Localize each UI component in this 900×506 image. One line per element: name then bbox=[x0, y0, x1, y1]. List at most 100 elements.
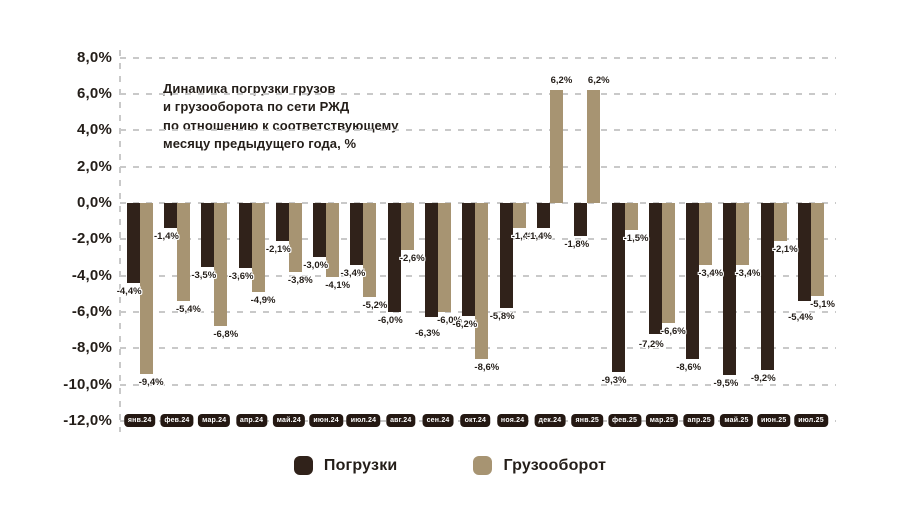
y-axis-label: -10,0% bbox=[63, 375, 112, 393]
bar-pogruzki bbox=[126, 203, 140, 283]
value-label: -2,1% bbox=[772, 244, 798, 256]
bar-pogruzki bbox=[760, 203, 774, 370]
x-axis-label: янв.24 bbox=[123, 414, 156, 427]
bar-pogruzki bbox=[499, 203, 513, 309]
value-label: -3,4% bbox=[735, 267, 761, 279]
gridline bbox=[120, 56, 836, 59]
value-label: -1,5% bbox=[623, 233, 649, 245]
y-axis-label: 2,0% bbox=[77, 157, 112, 175]
value-label: -1,4% bbox=[527, 231, 552, 243]
value-label: -2,1% bbox=[265, 244, 291, 256]
value-label: -9,5% bbox=[713, 378, 739, 390]
y-axis-label: -8,0% bbox=[71, 339, 112, 357]
x-axis-label: июл.25 bbox=[794, 414, 828, 427]
value-label: -7,2% bbox=[638, 338, 664, 350]
bar-pogruzki bbox=[723, 203, 737, 376]
bar-gruzooborot bbox=[773, 203, 787, 242]
x-axis-label: апр.24 bbox=[235, 414, 268, 427]
bar-gruzooborot bbox=[699, 203, 713, 265]
value-label: -5,1% bbox=[810, 298, 835, 310]
bar-pogruzki bbox=[275, 203, 289, 242]
value-label: 6,2% bbox=[587, 75, 610, 87]
bar-pogruzki bbox=[686, 203, 700, 360]
value-label: -6,8% bbox=[213, 329, 239, 341]
bar-gruzooborot bbox=[139, 203, 153, 374]
bar-pogruzki bbox=[611, 203, 625, 372]
value-label: -3,8% bbox=[287, 274, 313, 286]
bar-gruzooborot bbox=[438, 203, 452, 312]
bar-gruzooborot bbox=[288, 203, 302, 272]
value-label: -6,3% bbox=[415, 327, 440, 339]
value-label: -4,9% bbox=[250, 294, 276, 306]
value-label: -3,4% bbox=[698, 267, 724, 279]
value-label: -5,4% bbox=[176, 304, 201, 315]
x-axis-label: май.24 bbox=[272, 414, 305, 427]
bar-pogruzki bbox=[387, 203, 401, 312]
bar-gruzooborot bbox=[176, 203, 190, 301]
bar-pogruzki bbox=[238, 203, 252, 269]
x-axis-label: июн.24 bbox=[309, 414, 343, 427]
x-axis-label: апр.25 bbox=[683, 414, 715, 427]
value-label: -1,4% bbox=[154, 231, 179, 243]
bar-gruzooborot bbox=[661, 203, 675, 323]
value-label: -6,0% bbox=[437, 314, 462, 326]
legend-swatch bbox=[293, 456, 313, 475]
x-axis-label: окт.24 bbox=[460, 414, 491, 427]
gridline bbox=[120, 93, 836, 96]
bar-gruzooborot bbox=[549, 90, 563, 203]
value-label: -5,8% bbox=[489, 311, 515, 323]
bar-pogruzki bbox=[313, 203, 327, 258]
legend-label: Грузооборот bbox=[503, 456, 607, 474]
value-label: -3,4% bbox=[340, 267, 366, 279]
y-axis-label: 8,0% bbox=[77, 48, 112, 66]
y-axis-label: -6,0% bbox=[71, 302, 112, 320]
y-axis-label: -4,0% bbox=[71, 266, 112, 284]
bar-gruzooborot bbox=[251, 203, 265, 292]
bar-gruzooborot bbox=[475, 203, 489, 360]
value-label: -3,6% bbox=[228, 271, 254, 283]
legend: Погрузки Грузооборот bbox=[0, 456, 900, 475]
bar-gruzooborot bbox=[326, 203, 340, 278]
value-label: -6,0% bbox=[377, 314, 403, 326]
x-axis-label: фев.24 bbox=[160, 414, 194, 427]
gridline bbox=[120, 129, 836, 132]
bar-pogruzki bbox=[350, 203, 364, 265]
legend-item: Погрузки bbox=[293, 456, 398, 475]
value-label: -1,4% bbox=[511, 231, 537, 243]
bar-pogruzki bbox=[574, 203, 588, 236]
bar-pogruzki bbox=[425, 203, 439, 318]
x-axis-label: июн.25 bbox=[757, 414, 791, 427]
value-label: 6,2% bbox=[550, 75, 573, 87]
y-axis-label: 0,0% bbox=[77, 194, 112, 211]
value-label: -4,4% bbox=[116, 285, 142, 297]
x-axis-label: сен.24 bbox=[422, 414, 454, 427]
value-label: -5,4% bbox=[788, 311, 813, 323]
y-axis-label: 4,0% bbox=[77, 121, 112, 139]
bar-pogruzki bbox=[648, 203, 662, 334]
bar-gruzooborot bbox=[811, 203, 825, 296]
x-axis-label: ноя.24 bbox=[496, 414, 529, 427]
y-axis-label: 6,0% bbox=[77, 85, 112, 103]
bar-gruzooborot bbox=[587, 90, 601, 203]
bar-gruzooborot bbox=[624, 203, 638, 231]
x-axis-label: мар.24 bbox=[198, 414, 231, 427]
value-label: -8,6% bbox=[474, 362, 500, 374]
bar-gruzooborot bbox=[363, 203, 377, 298]
x-axis-label: июл.24 bbox=[346, 414, 381, 427]
legend-swatch bbox=[473, 456, 493, 475]
bar-gruzooborot bbox=[214, 203, 228, 327]
x-axis-label: май.25 bbox=[720, 414, 753, 427]
bar-gruzooborot bbox=[400, 203, 414, 251]
value-label: -1,8% bbox=[564, 238, 590, 250]
value-label: -5,2% bbox=[362, 300, 388, 312]
x-axis-label: янв.25 bbox=[571, 414, 604, 427]
x-axis-label: мар.25 bbox=[645, 414, 678, 427]
bar-gruzooborot bbox=[736, 203, 750, 265]
value-label: -2,6% bbox=[399, 253, 425, 265]
gridline bbox=[120, 165, 836, 168]
chart-title: Динамика погрузки грузов и грузооборота … bbox=[163, 81, 399, 152]
legend-item: Грузооборот bbox=[473, 456, 606, 475]
x-axis-label: авг.24 bbox=[386, 414, 416, 427]
value-label: -3,0% bbox=[303, 260, 329, 272]
